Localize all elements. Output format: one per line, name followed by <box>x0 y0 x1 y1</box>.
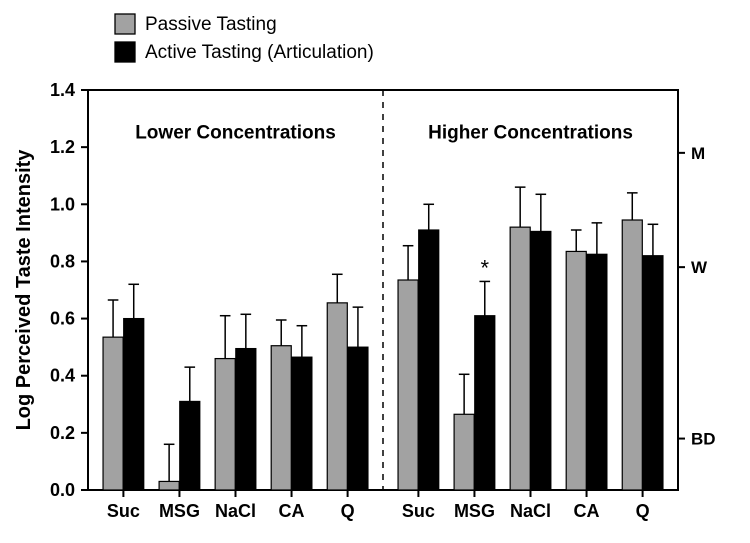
y-tick-label: 0.0 <box>50 480 75 500</box>
bar-passive <box>510 227 530 490</box>
y-tick-label: 1.0 <box>50 194 75 214</box>
y-tick-label: 0.4 <box>50 366 75 386</box>
bar-passive <box>566 251 586 490</box>
legend: Passive Tasting Active Tasting (Articulat… <box>115 14 374 63</box>
y-tick-label: 0.6 <box>50 309 75 329</box>
y-tick-label: 1.2 <box>50 137 75 157</box>
legend-label-1: Active Tasting (Articulation) <box>145 42 374 63</box>
bar-passive <box>398 280 418 490</box>
x-axis: Suc MSG NaCl CA Q Suc MSG NaCl CA Q <box>107 490 650 521</box>
y-tick-label: 0.2 <box>50 423 75 443</box>
bar-passive <box>454 414 474 490</box>
right-tick-label: BD <box>691 430 716 449</box>
bar-active <box>180 401 200 490</box>
bar-active <box>475 316 495 490</box>
right-axis-marks: M W BD <box>678 144 716 449</box>
bar-active <box>587 254 607 490</box>
chart-root: Passive Tasting Active Tasting (Articulat… <box>0 0 750 543</box>
x-tick-label: NaCl <box>215 501 256 521</box>
bar-active <box>348 347 368 490</box>
bars: * <box>103 187 663 490</box>
y-axis-label: Log Perceived Taste Intensity <box>13 149 35 431</box>
x-tick-label: CA <box>574 501 600 521</box>
y-tick-label: 1.4 <box>50 80 75 100</box>
panel-title-right: Higher Concentrations <box>428 123 633 144</box>
x-tick-label: Q <box>341 501 355 521</box>
legend-swatch-1 <box>115 42 135 62</box>
bar-passive <box>103 337 123 490</box>
panel-title-left: Lower Concentrations <box>135 123 336 144</box>
bar-passive <box>327 303 347 490</box>
x-tick-label: MSG <box>159 501 200 521</box>
x-tick-label: CA <box>279 501 305 521</box>
bar-passive <box>159 481 179 490</box>
x-tick-label: NaCl <box>510 501 551 521</box>
bar-active <box>531 231 551 490</box>
right-tick-label: W <box>691 258 708 277</box>
x-tick-label: Suc <box>402 501 435 521</box>
right-tick-label: M <box>691 144 705 163</box>
legend-label-0: Passive Tasting <box>145 14 277 35</box>
x-tick-label: Suc <box>107 501 140 521</box>
y-axis: 0.0 0.2 0.4 0.6 0.8 1.0 1.2 1.4 Log Perceived Ta… <box>13 80 88 500</box>
plot-area: 0.0 0.2 0.4 0.6 0.8 1.0 1.2 1.4 Log Perceived Ta… <box>13 80 716 521</box>
bar-active <box>643 256 663 490</box>
bar-active <box>419 230 439 490</box>
y-tick-label: 0.8 <box>50 251 75 271</box>
bar-active <box>124 319 144 490</box>
x-tick-label: MSG <box>454 501 495 521</box>
significance-annot: * <box>480 255 489 280</box>
bar-passive <box>215 359 235 490</box>
bar-active <box>292 357 312 490</box>
legend-swatch-0 <box>115 14 135 34</box>
bar-active <box>236 349 256 490</box>
bar-passive <box>622 220 642 490</box>
bar-passive <box>271 346 291 490</box>
x-tick-label: Q <box>636 501 650 521</box>
